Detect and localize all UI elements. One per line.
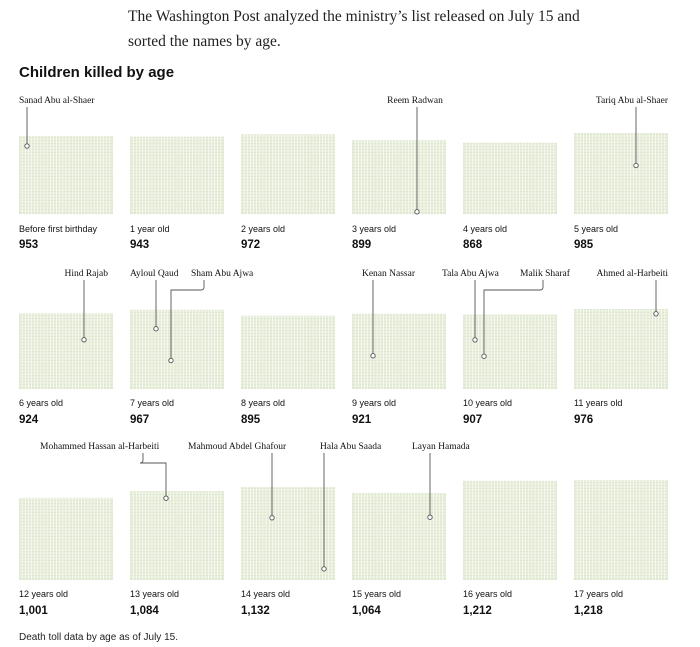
- category-label: 10 years old: [463, 398, 512, 408]
- category-label: 1 year old: [130, 224, 170, 234]
- callout-dot: [633, 162, 639, 169]
- value-label: 1,064: [352, 605, 381, 617]
- category-label: 17 years old: [574, 589, 623, 599]
- callout-line: [483, 280, 544, 357]
- callout-dot: [472, 337, 478, 343]
- value-label: 985: [574, 239, 594, 251]
- waffle-grid: [19, 135, 113, 214]
- category-label: 2 years old: [241, 224, 285, 234]
- waffle-grid: [463, 142, 557, 214]
- value-label: 868: [463, 239, 483, 251]
- callout-dot: [414, 209, 420, 215]
- footnote: Death toll data by age as of July 15.: [19, 632, 178, 643]
- name-label: Mahmoud Abdel Ghafour: [188, 441, 287, 452]
- category-label: 5 years old: [574, 224, 618, 234]
- name-label: Hala Abu Saada: [320, 442, 382, 452]
- callout-dot: [481, 353, 487, 359]
- waffle-grid: [241, 487, 335, 580]
- value-label: 1,132: [241, 605, 270, 617]
- chart-title: Children killed by age: [19, 64, 175, 81]
- waffle-grid: [463, 314, 557, 389]
- value-label: 1,218: [574, 605, 603, 617]
- callout-dot: [653, 311, 659, 317]
- callout-dot: [370, 353, 376, 359]
- category-label: 8 years old: [241, 398, 285, 408]
- callout-line: [139, 453, 167, 499]
- category-label: 15 years old: [352, 589, 401, 599]
- intro-text: The Washington Post analyzed the ministr…: [128, 8, 580, 50]
- value-label: 1,001: [19, 605, 48, 617]
- waffle-grid: [130, 136, 224, 214]
- waffle-grid: [241, 315, 335, 389]
- name-label: Sanad Abu al-Shaer: [19, 96, 95, 106]
- value-label: 1,212: [463, 605, 492, 617]
- category-label: 12 years old: [19, 589, 68, 599]
- waffle-grid: [19, 313, 113, 389]
- callout-dot: [321, 566, 327, 572]
- name-label: Malik Sharaf: [520, 268, 571, 279]
- value-label: 967: [130, 414, 149, 426]
- value-label: 1,084: [130, 605, 159, 617]
- waffle-grid: [19, 497, 113, 580]
- value-label: 899: [352, 239, 371, 251]
- category-label: 9 years old: [352, 398, 396, 408]
- callout-dot: [168, 357, 174, 364]
- value-label: 895: [241, 414, 261, 426]
- category-label: 4 years old: [463, 224, 507, 234]
- value-label: 943: [130, 239, 149, 251]
- category-label: 13 years old: [130, 589, 179, 599]
- category-label: 11 years old: [574, 398, 622, 408]
- name-label: Hind Rajab: [64, 269, 108, 279]
- waffle-grid: [463, 480, 557, 580]
- value-label: 921: [352, 414, 372, 426]
- value-label: 972: [241, 239, 260, 251]
- callout-dot: [24, 143, 30, 149]
- value-label: 953: [19, 239, 38, 251]
- callout-dot: [269, 515, 275, 521]
- waffle-grid: [352, 492, 446, 580]
- callout-line: [170, 280, 205, 361]
- name-label: Kenan Nassar: [362, 269, 416, 279]
- waffle-grid: [241, 134, 335, 214]
- name-label: Mohammed Hassan al-Harbeiti: [40, 442, 160, 452]
- name-label: Layan Hamada: [412, 442, 471, 452]
- name-label: Tariq Abu al-Shaer: [596, 96, 669, 106]
- waffle-grid: [574, 480, 668, 580]
- callout-dot: [153, 326, 159, 332]
- name-label: Ahmed al-Harbeiti: [597, 269, 669, 279]
- value-label: 924: [19, 414, 39, 426]
- waffle-grid: [352, 140, 446, 214]
- waffle-grid: [574, 309, 668, 389]
- waffle-grid: [352, 313, 446, 389]
- category-label: 14 years old: [241, 589, 290, 599]
- category-label: 3 years old: [352, 224, 396, 234]
- value-label: 976: [574, 414, 593, 426]
- category-label: 7 years old: [130, 398, 174, 408]
- name-label: Sham Abu Ajwa: [191, 269, 254, 279]
- waffle-grid: [130, 491, 224, 580]
- callout-dot: [163, 495, 169, 501]
- category-label: 16 years old: [463, 589, 512, 599]
- callout-dot: [427, 514, 433, 520]
- callout-dot: [81, 337, 87, 343]
- category-label: 6 years old: [19, 398, 63, 408]
- waffle-grid: [574, 133, 668, 214]
- name-label: Tala Abu Ajwa: [442, 269, 500, 279]
- category-label: Before first birthday: [19, 224, 98, 234]
- value-label: 907: [463, 414, 482, 426]
- name-label: Reem Radwan: [387, 96, 443, 106]
- name-label: Ayloul Qaud: [130, 269, 179, 279]
